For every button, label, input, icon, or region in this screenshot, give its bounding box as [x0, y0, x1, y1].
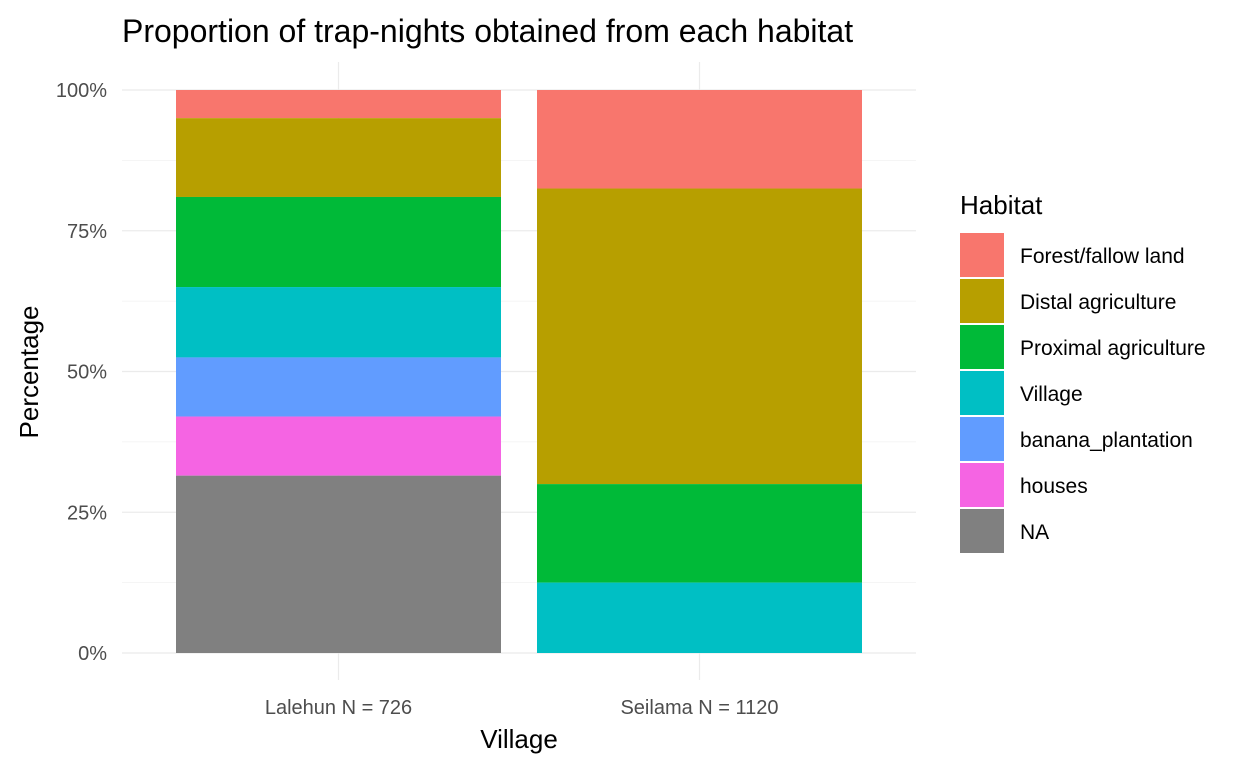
legend-key — [960, 371, 1004, 415]
legend-key — [960, 233, 1004, 277]
legend-label: Village — [1020, 383, 1083, 406]
legend: Habitat Forest/fallow land Distal agricul… — [960, 190, 1206, 553]
legend-key — [960, 463, 1004, 507]
legend-label: NA — [1020, 521, 1049, 544]
bar-segment — [537, 90, 862, 189]
legend-key — [960, 279, 1004, 323]
legend-key — [960, 509, 1004, 553]
x-axis-ticks: Lalehun N = 726 Seilama N = 1120 — [265, 697, 779, 719]
bars — [176, 90, 862, 653]
bar-segment — [176, 475, 501, 653]
legend-label: Forest/fallow land — [1020, 245, 1185, 268]
bar-segment — [176, 357, 501, 417]
y-tick-label: 50% — [67, 362, 107, 384]
bar-segment — [176, 90, 501, 119]
x-axis-title: Village — [480, 724, 558, 754]
legend-label: houses — [1020, 475, 1088, 498]
chart-title: Proportion of trap-nights obtained from … — [122, 13, 853, 49]
bar-segment — [176, 118, 501, 197]
legend-label: Proximal agriculture — [1020, 337, 1206, 360]
legend-key — [960, 325, 1004, 369]
bar-segment — [537, 582, 862, 653]
x-tick-label: Lalehun N = 726 — [265, 697, 412, 719]
legend-label: banana_plantation — [1020, 429, 1193, 452]
legend-key — [960, 417, 1004, 461]
y-axis-ticks: 0% 25% 50% 75% 100% — [56, 80, 107, 665]
bar-segment — [176, 287, 501, 358]
y-axis-title: Percentage — [14, 306, 44, 439]
y-tick-label: 75% — [67, 221, 107, 243]
legend-label: Distal agriculture — [1020, 291, 1176, 314]
y-tick-label: 25% — [67, 502, 107, 524]
legend-title: Habitat — [960, 190, 1043, 220]
y-tick-label: 0% — [78, 643, 107, 665]
bar-segment — [537, 484, 862, 583]
bar-segment — [176, 416, 501, 476]
y-tick-label: 100% — [56, 80, 107, 102]
bar-segment — [176, 196, 501, 288]
x-tick-label: Seilama N = 1120 — [620, 697, 778, 719]
bar-segment — [537, 188, 862, 485]
